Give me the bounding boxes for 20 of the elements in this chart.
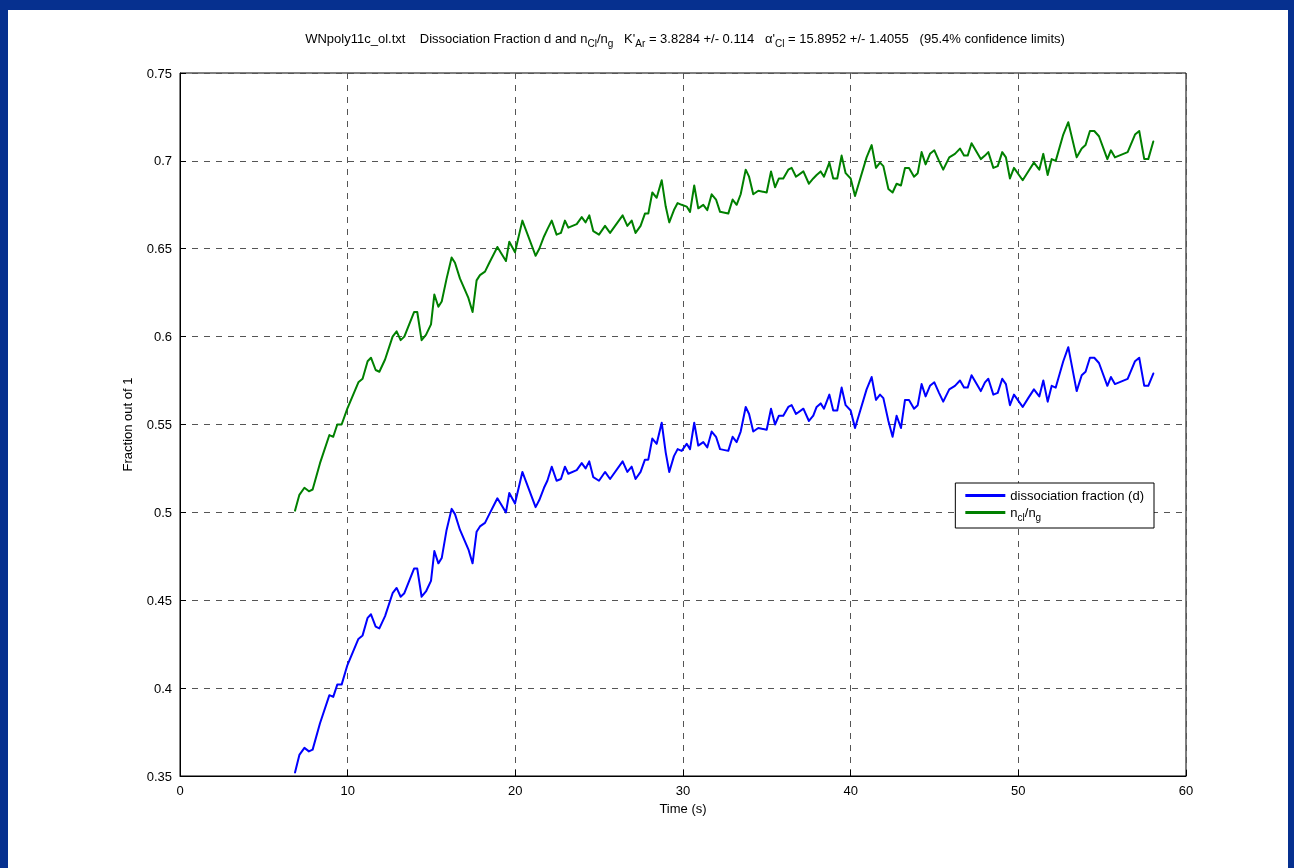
y-tick-label: 0.55 [146, 417, 172, 432]
x-tick-label: 0 [176, 783, 184, 798]
y-tick-label: 0.65 [146, 241, 172, 257]
y-tick-label: 0.45 [146, 592, 172, 608]
y-tick-label: 0.4 [153, 680, 172, 696]
x-tick-label: 10 [340, 783, 355, 798]
x-tick-label: 30 [675, 783, 691, 798]
y-tick-label: 0.7 [153, 153, 172, 169]
x-tick-label: 20 [508, 783, 523, 798]
x-tick-label: 50 [1011, 783, 1026, 798]
x-axis-title: Time (s) [659, 800, 707, 816]
y-tick-label: 0.35 [146, 768, 172, 784]
line-series [294, 346, 1155, 774]
y-tick-label: 0.75 [146, 65, 172, 81]
x-tick-label: 60 [1178, 783, 1194, 798]
legend-label: dissociation fraction (d) [1010, 488, 1144, 503]
y-tick-label: 0.5 [153, 504, 172, 520]
x-tick-label: 40 [843, 783, 858, 798]
y-axis-title: Fraction out of 1 [120, 377, 135, 472]
y-tick-label: 0.6 [153, 329, 172, 345]
